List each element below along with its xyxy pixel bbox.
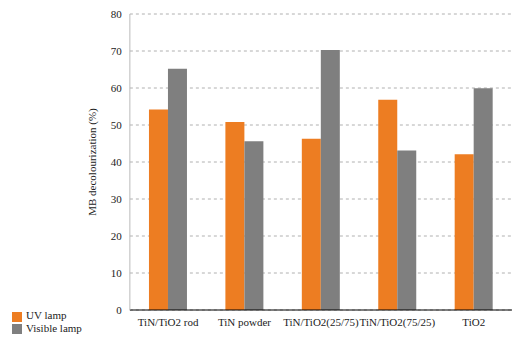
svg-text:70: 70 xyxy=(111,45,123,57)
svg-text:10: 10 xyxy=(111,267,123,279)
svg-text:TiN/TiO2 rod: TiN/TiO2 rod xyxy=(138,316,199,328)
svg-text:TiN/TiO2(25/75): TiN/TiO2(25/75) xyxy=(283,316,359,329)
svg-text:TiN/TiO2(75/25): TiN/TiO2(75/25) xyxy=(360,316,436,329)
svg-text:80: 80 xyxy=(111,8,123,20)
svg-text:30: 30 xyxy=(111,193,123,205)
svg-text:20: 20 xyxy=(111,230,123,242)
svg-text:0: 0 xyxy=(116,304,122,316)
svg-text:40: 40 xyxy=(111,156,123,168)
html-text:Visible lamp: Visible lamp xyxy=(26,321,82,334)
svg-text:TiO2: TiO2 xyxy=(462,316,485,328)
html-text:UV lamp: UV lamp xyxy=(26,309,67,322)
svg-text:TiN powder: TiN powder xyxy=(218,316,271,328)
svg-text:MB decolourization (%): MB decolourization (%) xyxy=(86,108,99,216)
svg-text:50: 50 xyxy=(111,119,123,131)
svg-text:60: 60 xyxy=(111,82,123,94)
